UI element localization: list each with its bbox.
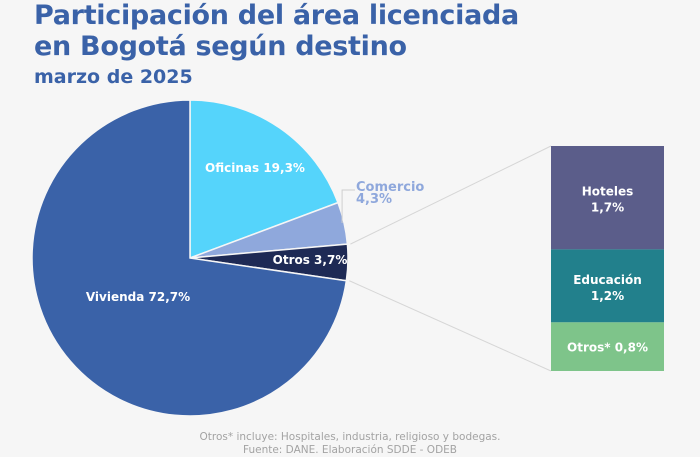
label-oficinas: Oficinas 19,3% [205, 161, 305, 175]
pie-slice-vivienda [31, 99, 348, 417]
bar-segment-educacion [551, 249, 664, 323]
label-comercio-name: Comercio [356, 180, 424, 195]
chart-title-line-1: Participación del área licenciada [34, 0, 519, 31]
bar-segment-otros [551, 322, 664, 371]
label-comercio-value: 4,3% [356, 192, 392, 207]
label-educacion-value: 1,2% [591, 289, 624, 303]
label-otros: Otros* 0,8% [567, 341, 648, 355]
label-hoteles-value: 1,7% [591, 201, 624, 215]
label-vivienda: Vivienda 72,7% [86, 290, 190, 304]
connector-lines [349, 145, 552, 372]
chart-title: Participación del área licenciada en Bog… [34, 0, 519, 62]
pie-slice-oficinas [189, 99, 339, 260]
footer-source: Fuente: DANE. Elaboración SDDE - ODEB [243, 444, 457, 456]
stacked-bar [551, 146, 664, 371]
chart-subtitle: marzo de 2025 [34, 66, 193, 88]
pie-slices [31, 99, 349, 417]
bar-segment-hoteles [551, 146, 664, 250]
chart-title-line-2: en Bogotá según destino [34, 31, 407, 62]
connector-line-bottom [349, 280, 552, 372]
label-otros: Otros 3,7% [273, 253, 348, 267]
label-educacion-name: Educación [573, 273, 642, 287]
label-hoteles-name: Hoteles [582, 185, 634, 199]
connector-line-top [350, 145, 552, 245]
footer-note: Otros* incluye: Hospitales, industria, r… [199, 431, 501, 443]
comercio-leader-line [341, 189, 355, 224]
